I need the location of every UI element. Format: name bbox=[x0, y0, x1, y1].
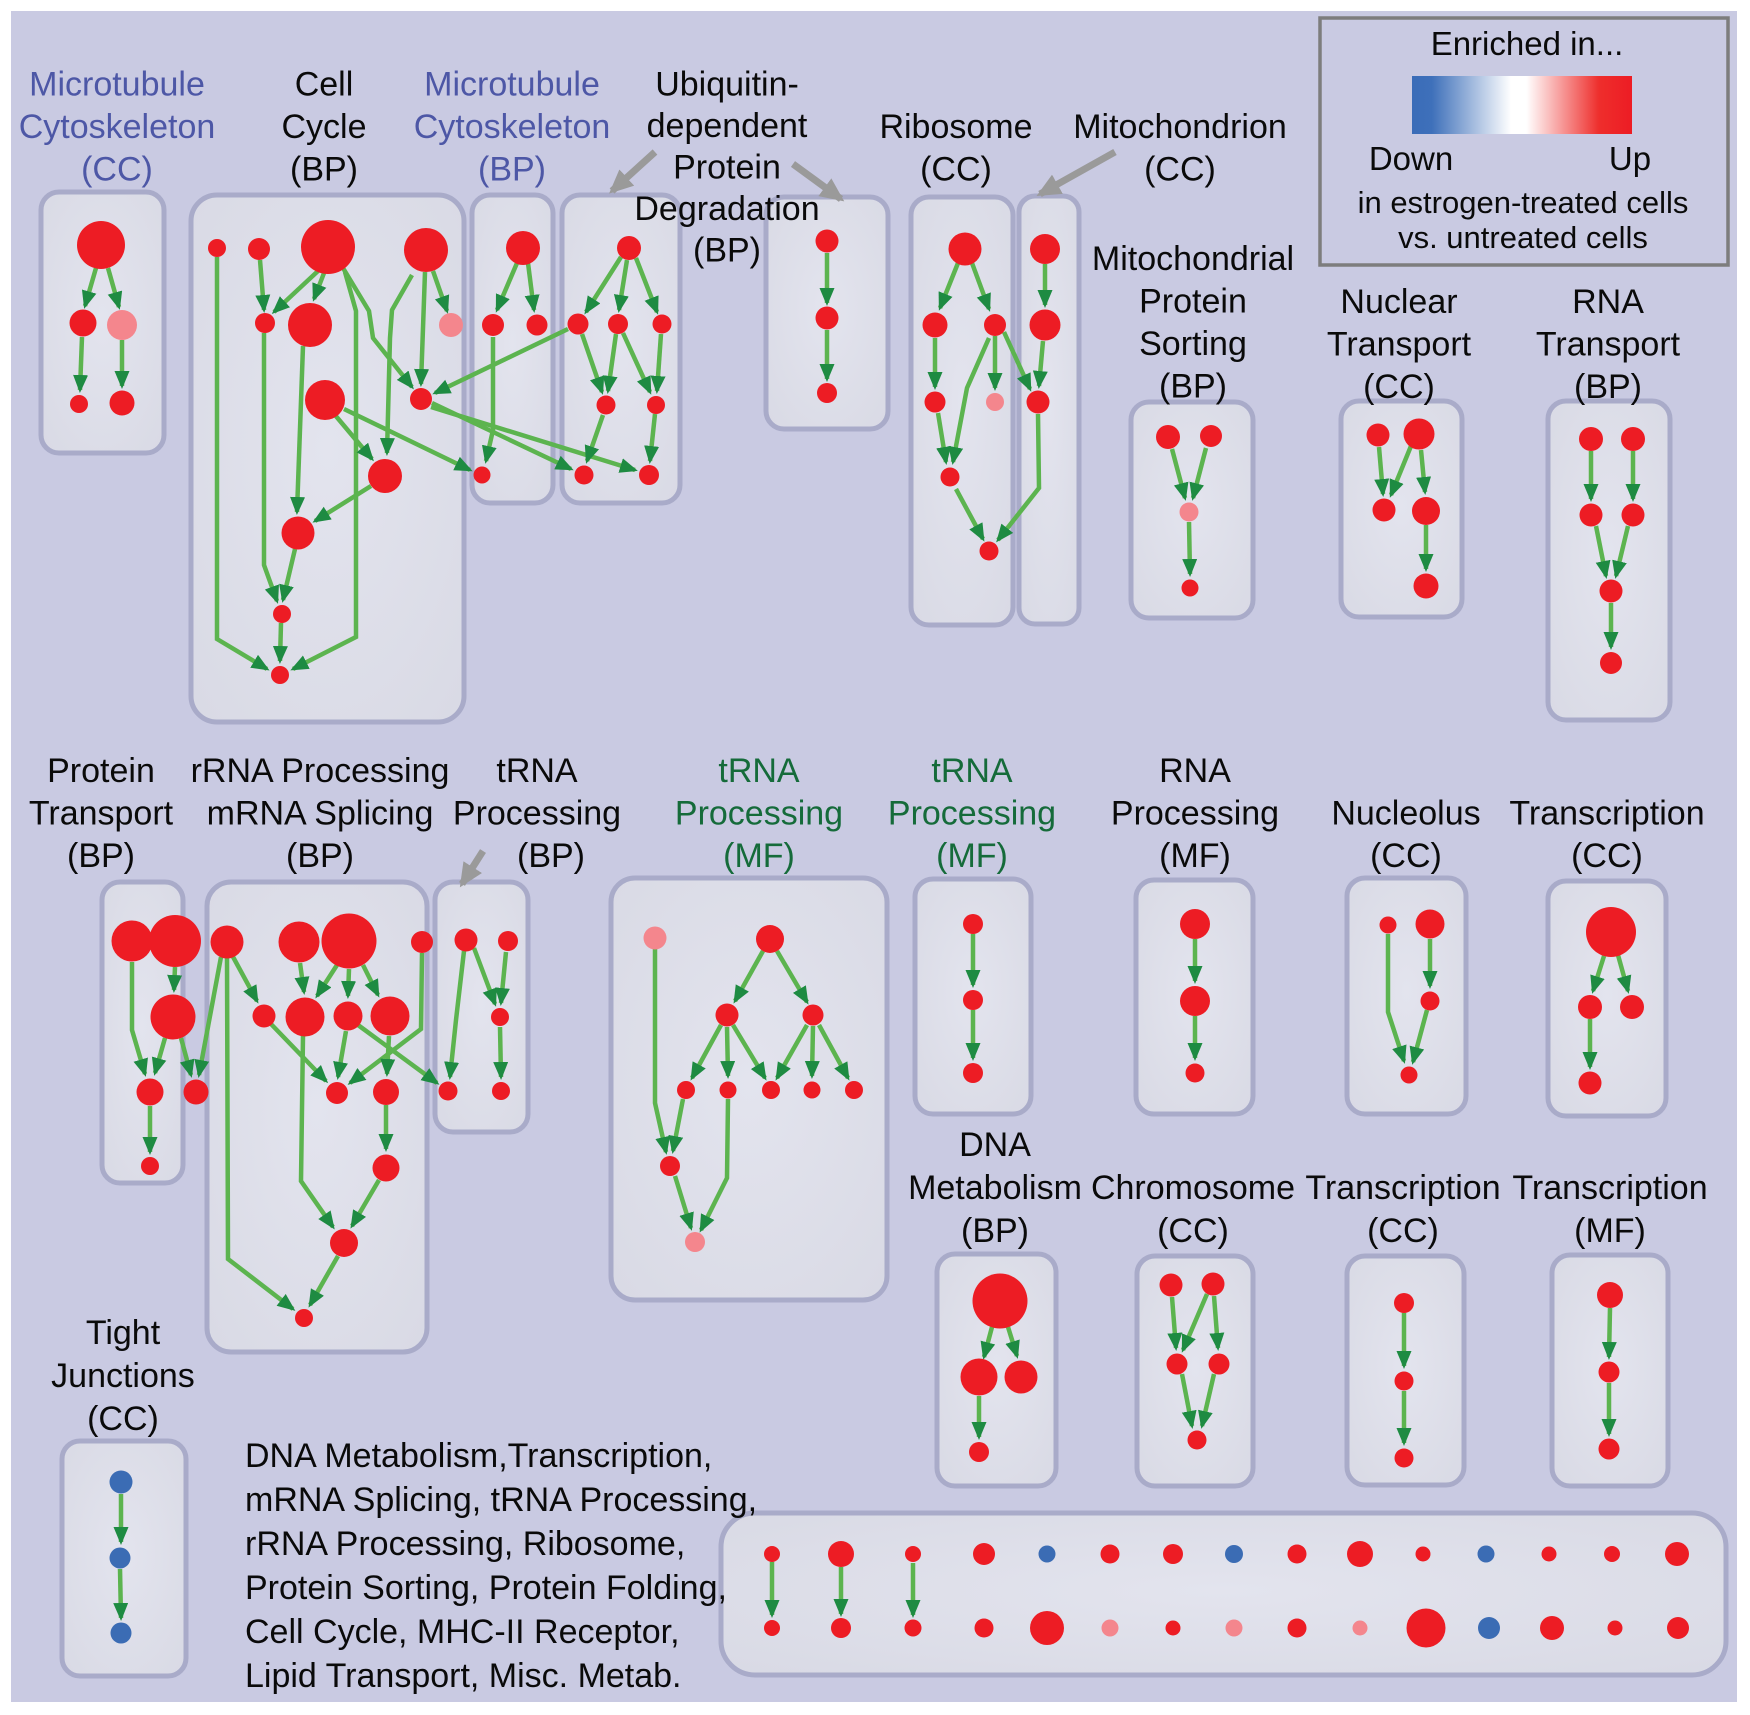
svg-text:Mitochondrion: Mitochondrion bbox=[1073, 108, 1287, 146]
svg-text:Protein: Protein bbox=[673, 149, 781, 187]
svg-text:Cell: Cell bbox=[295, 66, 354, 104]
svg-text:RNA: RNA bbox=[1159, 752, 1231, 790]
svg-text:Ribosome: Ribosome bbox=[879, 108, 1032, 146]
svg-text:Protein: Protein bbox=[47, 752, 155, 790]
svg-text:(MF): (MF) bbox=[723, 837, 795, 875]
svg-text:Transcription: Transcription bbox=[1305, 1169, 1500, 1207]
svg-text:Tight: Tight bbox=[86, 1314, 161, 1352]
svg-text:in estrogen-treated cells: in estrogen-treated cells bbox=[1358, 185, 1689, 220]
svg-text:Cytoskeleton: Cytoskeleton bbox=[414, 108, 611, 146]
svg-text:Processing: Processing bbox=[1111, 795, 1279, 833]
svg-text:(BP): (BP) bbox=[693, 232, 761, 270]
svg-text:mRNA Splicing: mRNA Splicing bbox=[207, 795, 434, 833]
svg-text:(BP): (BP) bbox=[67, 837, 135, 875]
svg-text:Chromosome: Chromosome bbox=[1091, 1169, 1295, 1207]
svg-text:Sorting: Sorting bbox=[1139, 325, 1247, 363]
svg-text:(BP): (BP) bbox=[1159, 368, 1227, 406]
svg-text:Up: Up bbox=[1609, 140, 1651, 177]
svg-text:(CC): (CC) bbox=[81, 151, 153, 189]
svg-text:(BP): (BP) bbox=[517, 837, 585, 875]
svg-text:Processing: Processing bbox=[453, 795, 621, 833]
svg-text:(CC): (CC) bbox=[87, 1400, 159, 1438]
svg-text:Cytoskeleton: Cytoskeleton bbox=[19, 108, 216, 146]
svg-text:Metabolism: Metabolism bbox=[908, 1169, 1082, 1207]
svg-text:Junctions: Junctions bbox=[51, 1357, 195, 1395]
svg-text:(CC): (CC) bbox=[1144, 151, 1216, 189]
svg-text:Nuclear: Nuclear bbox=[1340, 283, 1457, 321]
svg-text:mRNA Splicing, tRNA Processing: mRNA Splicing, tRNA Processing, bbox=[245, 1481, 757, 1519]
svg-text:rRNA Processing, Ribosome,: rRNA Processing, Ribosome, bbox=[245, 1525, 685, 1563]
svg-text:Transport: Transport bbox=[29, 795, 174, 833]
svg-text:Down: Down bbox=[1369, 140, 1453, 177]
svg-text:Enriched in...: Enriched in... bbox=[1431, 25, 1624, 62]
svg-text:tRNA: tRNA bbox=[496, 752, 578, 790]
svg-text:(BP): (BP) bbox=[290, 151, 358, 189]
svg-text:(BP): (BP) bbox=[1574, 368, 1642, 406]
svg-text:Microtubule: Microtubule bbox=[424, 66, 600, 104]
svg-text:Transport: Transport bbox=[1536, 326, 1681, 364]
svg-text:Mitochondrial: Mitochondrial bbox=[1092, 240, 1294, 278]
svg-text:(CC): (CC) bbox=[1363, 368, 1435, 406]
svg-text:(CC): (CC) bbox=[1571, 837, 1643, 875]
svg-text:Protein: Protein bbox=[1139, 283, 1247, 321]
svg-text:Nucleolus: Nucleolus bbox=[1331, 795, 1480, 833]
svg-text:Processing: Processing bbox=[675, 795, 843, 833]
svg-text:rRNA Processing: rRNA Processing bbox=[191, 752, 450, 790]
svg-text:tRNA: tRNA bbox=[931, 752, 1013, 790]
svg-text:dependent: dependent bbox=[647, 107, 808, 145]
svg-text:(BP): (BP) bbox=[478, 151, 546, 189]
svg-text:Lipid Transport, Misc. Metab.: Lipid Transport, Misc. Metab. bbox=[245, 1657, 682, 1695]
svg-text:(MF): (MF) bbox=[1159, 837, 1231, 875]
svg-text:Protein Sorting, Protein Foldi: Protein Sorting, Protein Folding, bbox=[245, 1569, 727, 1607]
svg-text:(CC): (CC) bbox=[920, 151, 992, 189]
svg-text:Transcription: Transcription bbox=[1512, 1169, 1707, 1207]
svg-text:(CC): (CC) bbox=[1157, 1212, 1229, 1250]
svg-text:DNA: DNA bbox=[959, 1126, 1031, 1164]
svg-text:Degradation: Degradation bbox=[634, 190, 819, 228]
svg-text:vs. untreated cells: vs. untreated cells bbox=[1398, 220, 1648, 255]
svg-text:Cell Cycle, MHC-II Receptor,: Cell Cycle, MHC-II Receptor, bbox=[245, 1613, 680, 1651]
svg-text:tRNA: tRNA bbox=[718, 752, 800, 790]
svg-text:(CC): (CC) bbox=[1370, 837, 1442, 875]
svg-text:(MF): (MF) bbox=[1574, 1212, 1646, 1250]
svg-text:Ubiquitin-: Ubiquitin- bbox=[655, 66, 799, 104]
svg-text:RNA: RNA bbox=[1572, 283, 1644, 321]
svg-text:(BP): (BP) bbox=[286, 837, 354, 875]
svg-text:DNA Metabolism,Transcription,: DNA Metabolism,Transcription, bbox=[245, 1437, 712, 1475]
svg-text:Transport: Transport bbox=[1327, 326, 1472, 364]
svg-text:Transcription: Transcription bbox=[1509, 795, 1704, 833]
svg-text:(BP): (BP) bbox=[961, 1212, 1029, 1250]
svg-text:(MF): (MF) bbox=[936, 837, 1008, 875]
svg-text:Cycle: Cycle bbox=[281, 108, 366, 146]
svg-text:Processing: Processing bbox=[888, 795, 1056, 833]
svg-text:(CC): (CC) bbox=[1367, 1212, 1439, 1250]
svg-text:Microtubule: Microtubule bbox=[29, 66, 205, 104]
